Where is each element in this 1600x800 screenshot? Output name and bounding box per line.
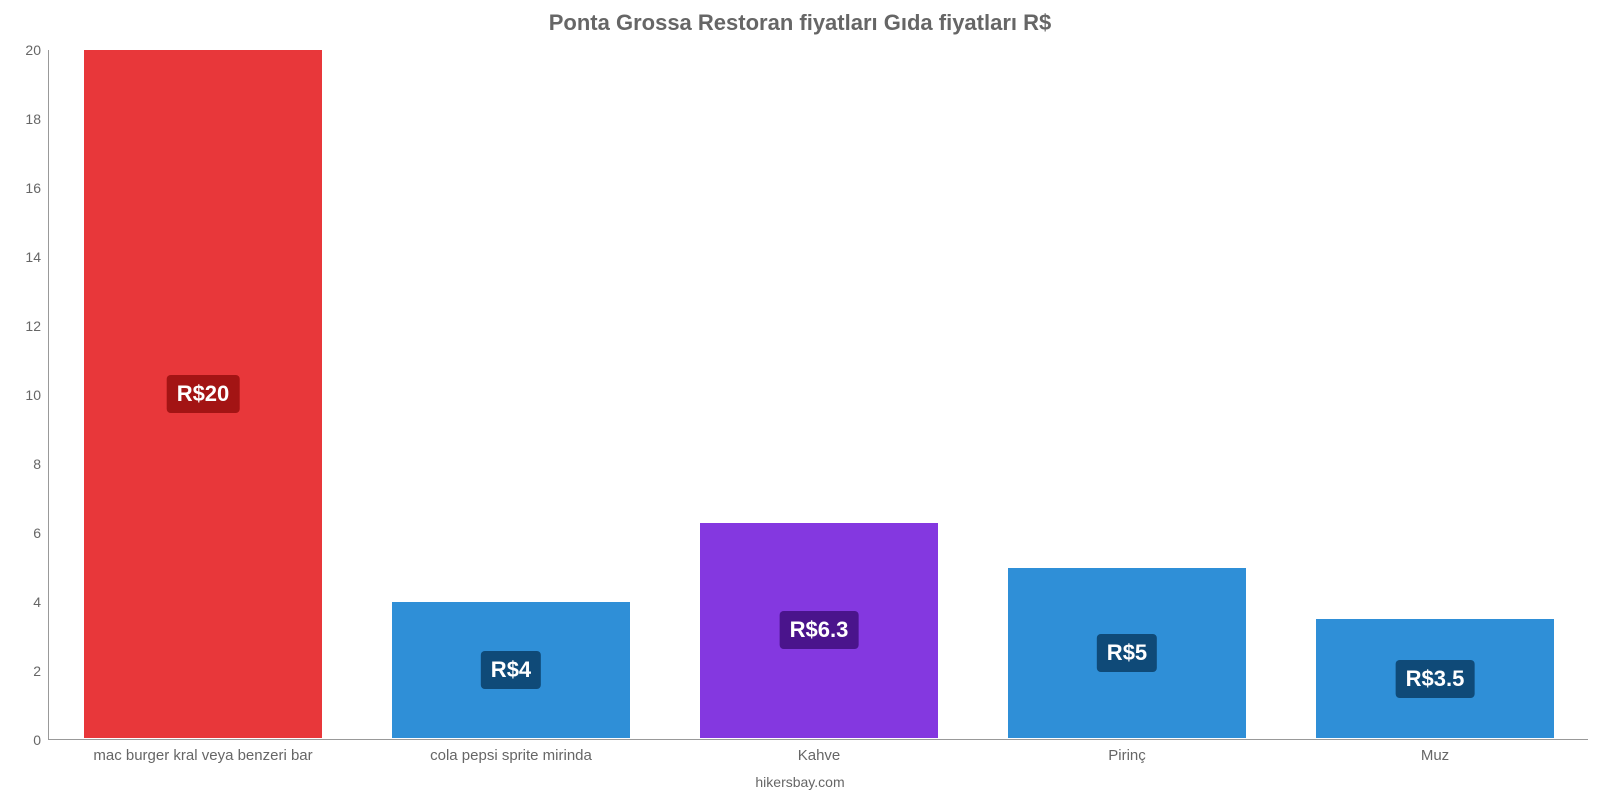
bar: R$4 [391, 601, 631, 739]
bar-value-label: R$20 [167, 375, 240, 413]
bar: R$3.5 [1315, 618, 1555, 739]
y-tick: 4 [33, 594, 41, 610]
plot-area: 02468101214161820R$20mac burger kral vey… [48, 50, 1588, 740]
bar-value-label: R$5 [1097, 634, 1157, 672]
x-tick-label: Kahve [798, 747, 841, 764]
bar-chart: Ponta Grossa Restoran fiyatları Gıda fiy… [0, 0, 1600, 800]
y-tick: 14 [25, 249, 41, 265]
bar-value-label: R$4 [481, 651, 541, 689]
x-tick-label: cola pepsi sprite mirinda [430, 747, 592, 764]
x-tick-label: mac burger kral veya benzeri bar [93, 747, 312, 764]
y-tick: 0 [33, 732, 41, 748]
y-tick: 20 [25, 42, 41, 58]
y-tick: 10 [25, 387, 41, 403]
bar: R$5 [1007, 567, 1247, 740]
chart-title: Ponta Grossa Restoran fiyatları Gıda fiy… [0, 10, 1600, 36]
bar-value-label: R$6.3 [780, 611, 859, 649]
y-tick: 8 [33, 456, 41, 472]
y-tick: 12 [25, 318, 41, 334]
x-tick-label: Pirinç [1108, 747, 1146, 764]
bar-value-label: R$3.5 [1396, 660, 1475, 698]
x-tick-label: Muz [1421, 747, 1449, 764]
y-tick: 2 [33, 663, 41, 679]
y-tick: 6 [33, 525, 41, 541]
y-tick: 16 [25, 180, 41, 196]
bar: R$20 [83, 49, 323, 739]
attribution: hikersbay.com [0, 774, 1600, 790]
bar: R$6.3 [699, 522, 939, 739]
y-tick: 18 [25, 111, 41, 127]
